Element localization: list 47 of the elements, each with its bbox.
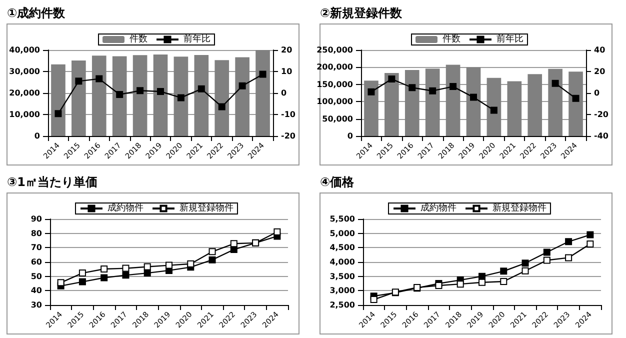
y-tick-label: 5,000 [330, 228, 356, 238]
y-tick-label: 100,000 [316, 97, 354, 106]
y-tick-label: 200,000 [316, 62, 354, 72]
chart-title: ②新規登録件数 [320, 6, 404, 20]
y-tick-label: 20,000 [9, 88, 40, 98]
y-tick-label: 250,000 [316, 46, 354, 54]
legend-label: 成約物件 [108, 202, 144, 214]
y-tick-label: 0 [347, 132, 354, 140]
y-tick-label: 4,000 [330, 258, 356, 266]
legend-label: 前年比 [496, 34, 524, 44]
legend-label: 前年比 [184, 34, 210, 44]
y-tick-label: 70 [30, 243, 42, 252]
y-tick-label: 40,000 [9, 46, 40, 54]
y2-tick-label: -20 [281, 132, 296, 140]
chart-title: ③1㎡当たり単価 [7, 175, 98, 189]
y-tick-label: 0 [34, 132, 40, 140]
y-tick-label: 80 [30, 228, 42, 238]
y2-tick-label: -10 [281, 110, 296, 119]
y2-tick-label: 0 [281, 88, 287, 98]
legend-label: 件数 [442, 34, 460, 44]
y-tick-label: 3,000 [330, 286, 356, 296]
y-tick-label: 4,500 [330, 243, 356, 252]
legend-label: 新規登録物件 [492, 202, 546, 214]
y2-tick-label: 20 [281, 46, 293, 54]
y-tick-label: 3,500 [330, 272, 356, 281]
legend-label: 新規登録物件 [180, 202, 234, 214]
y-tick-label: 40 [30, 286, 42, 296]
chart-title: ①成約件数 [7, 6, 66, 20]
legend-label: 成約物件 [420, 202, 456, 214]
y-tick-label: 60 [30, 258, 42, 266]
y2-tick-label: 10 [281, 67, 293, 76]
y-tick-label: 5,500 [330, 214, 356, 224]
y2-tick-label: 40 [594, 46, 606, 54]
y-tick-label: 150,000 [316, 80, 354, 89]
y2-tick-label: -40 [594, 132, 609, 140]
y-tick-label: 10,000 [9, 110, 40, 119]
y2-tick-label: 0 [594, 88, 600, 98]
legend-label: 件数 [130, 34, 148, 44]
y-tick-label: 30,000 [9, 67, 40, 76]
y-tick-label: 50,000 [322, 114, 354, 124]
y2-tick-label: 20 [594, 67, 606, 76]
y-tick-label: 2,500 [330, 300, 356, 310]
y2-tick-label: -20 [594, 110, 609, 119]
chart-title: ④価格 [320, 175, 356, 189]
y-tick-label: 50 [30, 272, 42, 281]
y-tick-label: 30 [30, 300, 42, 310]
y-tick-label: 90 [30, 214, 42, 224]
